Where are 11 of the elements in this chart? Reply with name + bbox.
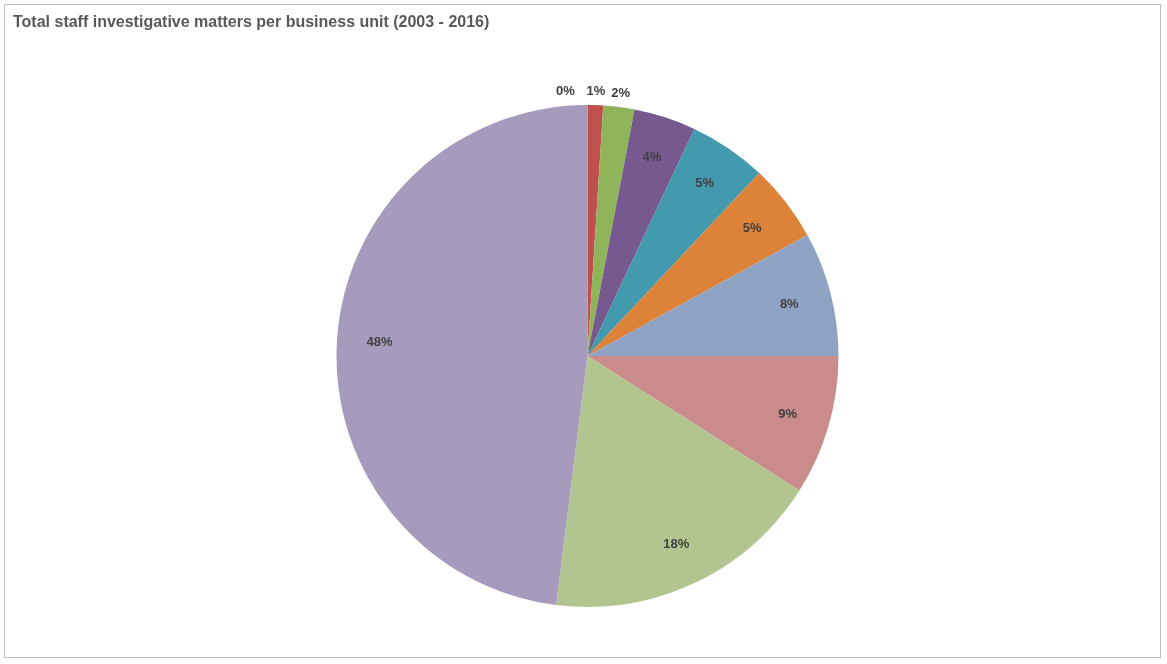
- data-label: 9%: [778, 405, 798, 421]
- data-label: 1%: [586, 82, 606, 98]
- data-label: 4%: [642, 149, 662, 165]
- data-label: 5%: [695, 175, 715, 191]
- data-label: 18%: [663, 536, 690, 552]
- chart-title: Total staff investigative matters per business unit (2003 - 2016): [13, 13, 490, 31]
- text: 0%: [556, 82, 575, 98]
- data-label: 2%: [611, 84, 631, 100]
- data-label: 5%: [742, 219, 762, 235]
- data-label: 48%: [366, 334, 394, 350]
- data-label: 8%: [779, 295, 800, 311]
